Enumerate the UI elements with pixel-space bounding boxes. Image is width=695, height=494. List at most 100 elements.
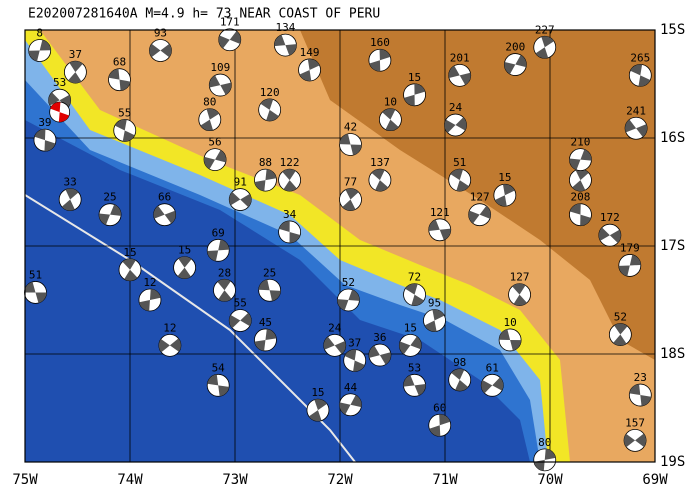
- ball-quadrant: [448, 65, 471, 85]
- beachball: [628, 63, 652, 87]
- beachball: [28, 39, 52, 62]
- beachball: [468, 203, 492, 227]
- depth-label: 52: [342, 276, 355, 289]
- beachball: [336, 288, 360, 312]
- ball-quadrant: [512, 283, 527, 306]
- ball-quadrant: [274, 34, 297, 56]
- y-tick-label: 15S: [660, 22, 685, 38]
- depth-label: 127: [470, 191, 490, 204]
- beachball: [138, 288, 162, 312]
- depth-label: 15: [123, 246, 136, 259]
- ball-quadrant: [308, 399, 328, 422]
- ball-quadrant: [254, 169, 277, 192]
- ball-quadrant: [404, 83, 426, 106]
- depth-label: 51: [453, 156, 466, 169]
- depth-label: 42: [344, 120, 357, 133]
- x-tick-label: 72W: [327, 472, 353, 488]
- ball-quadrant: [499, 329, 522, 351]
- depth-label: 149: [300, 46, 320, 59]
- beachball: [203, 148, 227, 172]
- depth-label: 127: [510, 271, 530, 284]
- beachball: [493, 183, 517, 207]
- beachball: [448, 168, 472, 192]
- depth-label: 51: [29, 268, 42, 281]
- beachball: [398, 333, 422, 357]
- ball-quadrant: [204, 150, 227, 170]
- depth-label: 137: [370, 156, 390, 169]
- depth-label: 109: [210, 61, 230, 74]
- ball-quadrant: [337, 289, 360, 311]
- ball-quadrant: [323, 336, 346, 354]
- beachball: [503, 53, 527, 76]
- ball-quadrant: [450, 169, 469, 192]
- beachball: [258, 98, 282, 122]
- depth-label: 55: [118, 106, 131, 119]
- beachball: [323, 333, 347, 357]
- title: E202007281640A M=4.9 h= 73 NEAR COAST OF…: [28, 7, 380, 22]
- trench: [25, 194, 356, 462]
- depth-label: 72: [408, 271, 421, 284]
- ball-quadrant: [282, 169, 297, 192]
- depth-label: 15: [178, 244, 191, 257]
- depth-label: 61: [486, 361, 499, 374]
- ball-quadrant: [405, 283, 424, 306]
- ball-quadrant: [114, 119, 135, 142]
- ball-quadrant: [428, 219, 451, 241]
- ball-quadrant: [217, 279, 232, 302]
- beachball: [108, 68, 131, 92]
- beachball: [173, 256, 197, 280]
- ball-quadrant: [572, 169, 589, 192]
- ball-quadrant: [177, 256, 192, 279]
- beachball: [403, 373, 426, 397]
- events: 51 15 12 12 54 15 69 91 34 77 52 24 37 15 44 36 72 95 15 53…: [24, 16, 652, 472]
- ball-quadrant: [108, 68, 131, 91]
- depth-label: 241: [626, 104, 646, 117]
- beachball: [153, 203, 177, 227]
- depth-label: 33: [64, 176, 77, 189]
- beachball: [444, 113, 467, 137]
- beachball: [208, 73, 232, 97]
- beachball: [24, 281, 47, 304]
- beachball: [533, 35, 557, 59]
- ball-quadrant: [630, 64, 651, 87]
- ball-quadrant: [34, 129, 56, 152]
- depth-label: 15: [408, 71, 421, 84]
- depth-label: 80: [203, 96, 216, 109]
- y-tick-label: 17S: [660, 238, 685, 254]
- ball-quadrant: [481, 377, 504, 394]
- ball-quadrant: [28, 39, 51, 62]
- ball-quadrant: [403, 375, 426, 396]
- beachball: [254, 168, 277, 192]
- ball-quadrant: [200, 108, 220, 131]
- ball-quadrant: [99, 204, 122, 225]
- ball-outline: [118, 258, 142, 282]
- depth-label: 52: [614, 311, 627, 324]
- y-tick-label: 19S: [660, 454, 685, 470]
- depth-label: 88: [259, 156, 272, 169]
- depth-label: 15: [311, 386, 324, 399]
- depth-label: 54: [212, 361, 226, 374]
- depth-label: 23: [634, 371, 647, 384]
- beachball: [206, 373, 230, 397]
- beachball: [113, 119, 137, 142]
- beachball: [403, 83, 426, 107]
- ball-quadrant: [444, 117, 467, 133]
- depth-label: 208: [571, 191, 591, 204]
- ball-quadrant: [533, 448, 556, 471]
- beachball: [448, 63, 472, 87]
- depth-label: 98: [453, 356, 466, 369]
- beachball: [368, 168, 392, 192]
- beachball: [278, 220, 302, 244]
- beachball: [569, 168, 592, 192]
- depth-label: 172: [600, 211, 620, 224]
- beachball: [598, 223, 622, 247]
- beachball: [33, 128, 57, 152]
- beachball: [628, 383, 652, 407]
- ball-quadrant: [368, 345, 391, 365]
- beachball: [258, 278, 282, 302]
- beachball: [278, 168, 302, 192]
- depth-label: 10: [384, 96, 397, 109]
- ball-quadrant: [260, 98, 279, 121]
- depth-label: 160: [370, 36, 390, 49]
